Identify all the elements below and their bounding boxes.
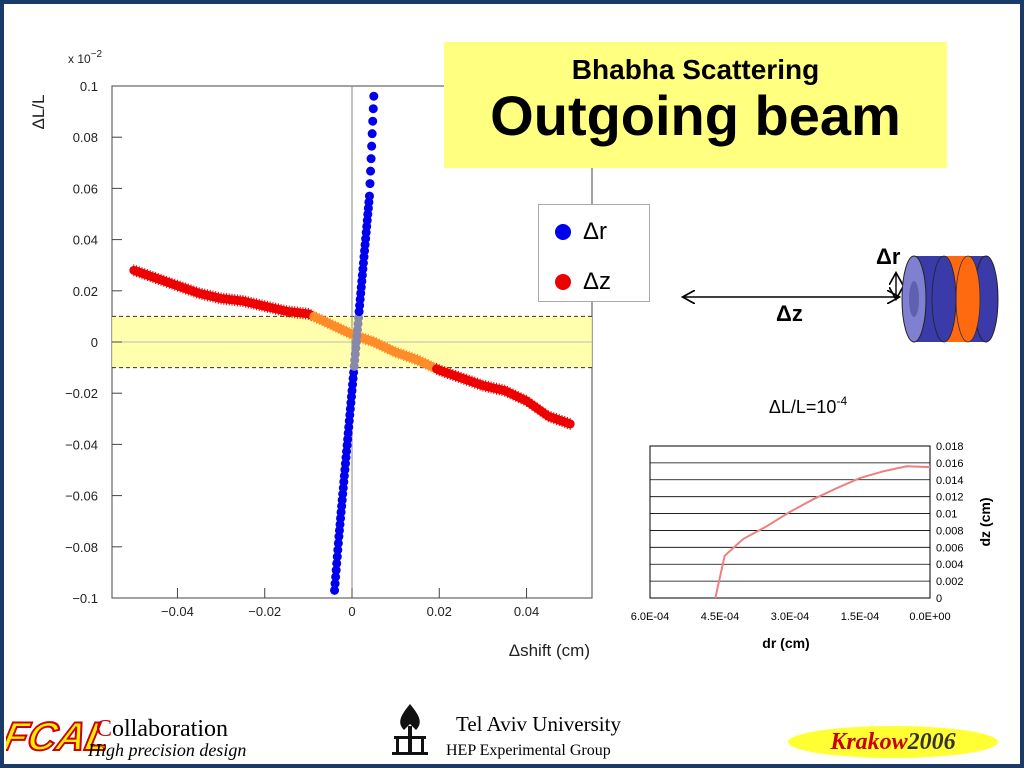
x-tick-label: 0.04 (514, 604, 539, 619)
dr-point (368, 116, 378, 126)
fcal-logo: FCAL (6, 712, 106, 758)
y-tick-label: 0.02 (73, 284, 98, 299)
x-tick-label: 0.02 (427, 604, 452, 619)
y-tick-label: 0.04 (73, 233, 98, 248)
university-emblem-icon (392, 704, 428, 755)
small-x-label: dr (cm) (762, 635, 809, 651)
x-tick-label: −0.02 (248, 604, 281, 619)
legend-item-dr: Δr (555, 217, 607, 247)
small-x-tick-label: 1.5E-04 (841, 611, 880, 623)
dr-point (331, 565, 341, 575)
small-y-tick-label: 0.008 (936, 525, 964, 537)
small-y-tick-label: 0.002 (936, 576, 964, 588)
university-name: Tel Aviv University (456, 712, 621, 736)
small-y-tick-label: 0.016 (936, 458, 964, 470)
legend-item-dz: Δz (555, 267, 611, 297)
title-main: Outgoing beam (490, 84, 901, 147)
legend-label-dz: Δz (583, 268, 612, 295)
y-tick-label: 0 (91, 335, 98, 350)
dr-point (365, 179, 375, 189)
dr-point (333, 538, 343, 548)
legend-dot-blue (555, 224, 571, 240)
small-y-label: dz (cm) (977, 498, 993, 547)
y-tick-label: 0.06 (73, 181, 98, 196)
dr-point (330, 585, 340, 595)
legend-dot-red (555, 274, 571, 290)
x-tick-label: 0 (348, 604, 355, 619)
small-y-tick-label: 0 (936, 593, 942, 605)
small-plot-frame (649, 445, 931, 599)
dr-point (367, 141, 377, 151)
dr-point (332, 558, 342, 568)
small-y-tick-label: 0.012 (936, 492, 964, 504)
svg-text:FCAL: FCAL (6, 713, 106, 758)
y-tick-label: −0.08 (65, 540, 98, 555)
x-axis-label: Δshift (cm) (509, 641, 590, 660)
legend-label-dr: Δr (583, 218, 608, 245)
collaboration-text: Collaboration (96, 716, 228, 742)
group-name: HEP Experimental Group (446, 742, 611, 759)
small-y-tick-label: 0.018 (936, 441, 964, 453)
dr-point (332, 552, 342, 562)
dr-point (366, 166, 376, 176)
small-x-tick-label: 4.5E-04 (701, 611, 740, 623)
y-tick-label: −0.04 (65, 437, 98, 452)
dr-point (367, 129, 377, 139)
y-multiplier: x 10−2 (68, 49, 103, 66)
dr-point (366, 154, 376, 164)
y-tick-label: −0.06 (65, 489, 98, 504)
krakow-badge: Krakow2006 (788, 726, 998, 758)
y-tick-label: 0.1 (80, 79, 98, 94)
small-y-tick-label: 0.006 (936, 542, 964, 554)
dr-point (364, 191, 374, 201)
small-y-tick-label: 0.014 (936, 475, 964, 487)
small-x-tick-label: 6.0E-04 (631, 611, 670, 623)
y-tick-label: −0.02 (65, 386, 98, 401)
dr-point (331, 572, 341, 582)
x-tick-label: −0.04 (161, 604, 194, 619)
y-tick-label: −0.1 (72, 591, 98, 606)
small-x-tick-label: 0.0E+00 (909, 611, 950, 623)
dz-point (565, 419, 575, 429)
collaboration-subtitle: High precision design (88, 740, 247, 760)
dr-point (369, 91, 379, 101)
y-axis-label: ΔL/L (29, 95, 48, 130)
y-tick-label: 0.08 (73, 130, 98, 145)
dr-point (368, 104, 378, 114)
title-subtitle: Bhabha Scattering (571, 54, 820, 85)
small-x-tick-label: 3.0E-04 (771, 611, 810, 623)
dr-point (333, 545, 343, 555)
small-series-line (714, 465, 931, 599)
legend: Δr Δz (538, 204, 650, 302)
small-y-tick-label: 0.004 (936, 559, 964, 571)
title-box: Bhabha Scattering Outgoing beam (444, 42, 947, 168)
dr-point (330, 579, 340, 589)
small-y-tick-label: 0.01 (936, 509, 957, 521)
small-chart-title: ΔL/L=10-4 (769, 394, 848, 417)
